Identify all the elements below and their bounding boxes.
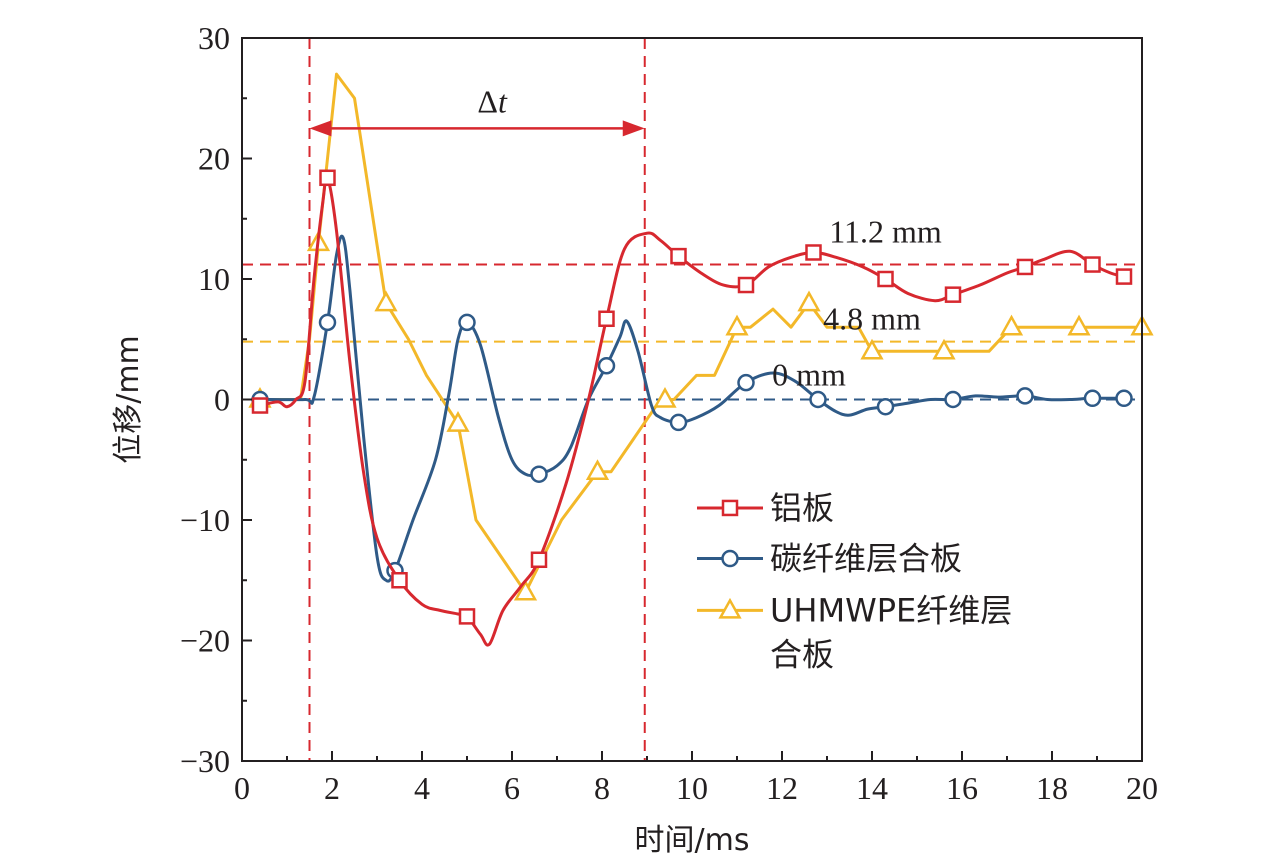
series-2 (248, 72, 1154, 601)
data-point-1-10 (944, 390, 962, 409)
data-point-2-11 (999, 314, 1024, 336)
x-tick-label-8: 16 (946, 770, 978, 806)
data-point-0-7 (737, 276, 755, 294)
y-tick-label-6: 30 (198, 20, 230, 56)
series-line-1 (259, 234, 1125, 583)
data-point-2-4 (513, 579, 538, 601)
legend-label-0-0: 铝板 (770, 489, 834, 527)
data-point-0-2 (391, 572, 408, 589)
data-point-2-8 (797, 290, 821, 312)
reference-label-0: 11.2 mm (829, 214, 942, 250)
data-point-1-9 (876, 397, 895, 416)
data-point-1-11 (1016, 387, 1034, 405)
data-point-1-4 (530, 465, 548, 483)
data-point-2-6 (653, 386, 677, 408)
data-point-1-7 (737, 373, 755, 392)
reference-label-2: 0 mm (772, 357, 846, 393)
data-point-0-9 (877, 270, 894, 288)
data-point-0-8 (805, 244, 822, 261)
x-tick-label-0: 0 (234, 770, 250, 806)
series-layer (248, 72, 1154, 647)
x-tick-label-3: 6 (504, 770, 520, 806)
legend-marker-2 (718, 597, 742, 619)
legend-label-1-0: 碳纤维层合板 (770, 540, 962, 578)
y-tick-label-4: 10 (198, 261, 230, 297)
data-point-1-12 (1083, 389, 1102, 408)
x-tick-label-10: 20 (1126, 770, 1158, 806)
legend-item-1: 碳纤维层合板 (697, 540, 962, 578)
reference-label-1: 4.8 mm (823, 301, 921, 337)
legend-item-0: 铝板 (697, 489, 834, 527)
y-tick-label-3: 0 (214, 382, 230, 418)
x-tick-label-1: 2 (324, 770, 340, 806)
y-tick-label-0: −30 (180, 743, 230, 779)
data-point-0-10 (944, 286, 962, 303)
data-point-2-10 (932, 338, 956, 360)
axes: 0 2 4 6 8 10 12 14 16 18 20 −30 −20 −10 0 10 20 30 时间/ms 位移… (111, 20, 1158, 858)
data-point-2-3 (446, 411, 470, 432)
x-tick-label-2: 4 (414, 770, 430, 806)
data-point-1-13 (1115, 389, 1133, 408)
data-point-1-5 (597, 357, 616, 375)
annotations: 11.2 mm 4.8 mm 0 mm Δt (309, 83, 942, 393)
data-point-0-11 (1016, 258, 1034, 276)
data-point-0-1 (319, 169, 336, 187)
data-point-0-5 (598, 310, 615, 328)
y-tick-label-5: 20 (198, 141, 230, 177)
data-point-0-6 (670, 247, 687, 265)
data-point-1-6 (669, 413, 688, 432)
data-point-2-9 (860, 338, 884, 360)
interval-arrowhead-left (309, 120, 332, 137)
x-tick-label-6: 12 (766, 770, 798, 806)
data-point-0-13 (1115, 268, 1133, 285)
x-tick-label-9: 18 (1036, 770, 1068, 806)
legend-label-2-0: UHMWPE纤维层 (770, 591, 1012, 629)
data-point-2-5 (585, 459, 610, 481)
x-tick-label-5: 10 (676, 770, 708, 806)
interval-label: Δt (477, 83, 508, 119)
data-point-0-3 (458, 608, 476, 625)
y-axis-label: 位移/mm (111, 335, 146, 464)
data-point-2-2 (374, 290, 398, 312)
x-axis-label: 时间/ms (635, 823, 750, 858)
data-point-2-7 (725, 314, 749, 336)
legend-marker-1 (721, 549, 739, 568)
data-point-1-8 (809, 390, 827, 409)
legend-marker-0 (721, 499, 739, 517)
y-tick-label-1: −20 (180, 623, 230, 659)
series-0 (251, 169, 1133, 647)
x-tick-label-4: 8 (594, 770, 610, 806)
data-point-0-4 (530, 551, 548, 569)
interval-arrowhead-right (622, 120, 645, 137)
legend-label-2-1: 合板 (770, 635, 834, 673)
data-point-2-12 (1067, 314, 1091, 336)
y-tick-label-2: −10 (180, 502, 230, 538)
data-point-1-1 (318, 313, 337, 332)
data-point-0-12 (1084, 256, 1101, 273)
reference-lines (242, 38, 1142, 761)
x-tick-label-7: 14 (856, 770, 888, 806)
data-point-0-0 (251, 397, 269, 414)
data-point-1-3 (458, 313, 476, 332)
